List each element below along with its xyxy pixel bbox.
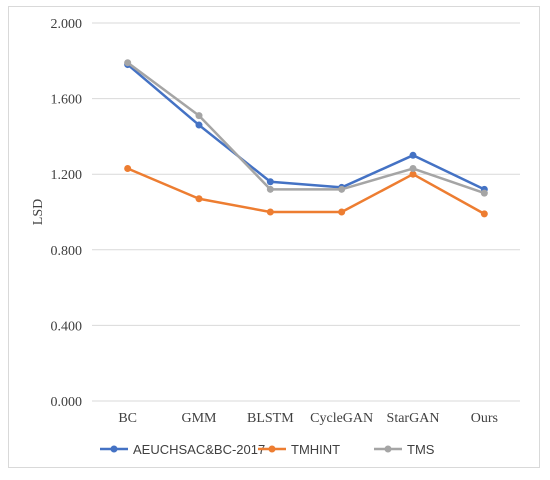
data-point <box>266 185 274 193</box>
data-point <box>480 210 488 218</box>
series-3 <box>124 59 488 197</box>
series-line <box>126 63 485 191</box>
y-tick-label: 2.000 <box>51 17 83 32</box>
x-tick-label: BLSTM <box>247 411 294 426</box>
x-tick-label: GMM <box>181 411 217 426</box>
data-point <box>338 185 346 193</box>
legend-item: TMHINT <box>258 442 340 457</box>
y-tick-label: 1.600 <box>51 93 83 108</box>
data-point <box>266 208 274 216</box>
legend-item: AEUCHSAC&BC-2017 <box>100 442 265 457</box>
legend-swatch-marker <box>110 445 118 453</box>
series-line <box>127 167 485 215</box>
legend: AEUCHSAC&BC-2017 TMHINT TMS <box>100 442 435 457</box>
y-tick-label: 0.400 <box>51 319 83 334</box>
series-group <box>124 59 488 218</box>
data-point <box>195 195 203 203</box>
chart-frame <box>8 6 540 468</box>
legend-label: AEUCHSAC&BC-2017 <box>133 442 265 457</box>
legend-swatch-marker <box>268 445 276 453</box>
data-point <box>409 151 417 159</box>
x-tick-label: CycleGAN <box>310 411 373 426</box>
data-point <box>195 112 203 120</box>
data-point <box>409 170 417 178</box>
x-tick-label: BC <box>118 411 137 426</box>
legend-swatch-marker <box>384 445 392 453</box>
data-point <box>124 59 132 67</box>
data-point <box>480 189 488 197</box>
y-tick-label: 1.200 <box>51 168 83 183</box>
y-tick-label: 0.800 <box>51 244 83 259</box>
data-point <box>409 165 417 173</box>
data-point <box>338 208 346 216</box>
y-axis-label: LSD <box>31 199 46 225</box>
series-1 <box>124 61 488 193</box>
legend-label: TMS <box>407 442 435 457</box>
series-2 <box>124 165 488 218</box>
data-point <box>195 121 203 129</box>
legend-label: TMHINT <box>291 442 340 457</box>
y-tick-label: 0.000 <box>51 395 83 410</box>
x-tick-labels: BC GMM BLSTM CycleGAN StarGAN Ours <box>118 411 498 426</box>
y-tick-labels: 0.000 0.400 0.800 1.200 1.600 2.000 <box>51 17 83 410</box>
series-line <box>126 61 485 195</box>
legend-item: TMS <box>374 442 435 457</box>
gridlines <box>92 22 520 326</box>
data-point <box>124 165 132 173</box>
x-tick-label: Ours <box>471 411 498 426</box>
data-point <box>266 178 274 186</box>
x-tick-label: StarGAN <box>387 411 440 426</box>
